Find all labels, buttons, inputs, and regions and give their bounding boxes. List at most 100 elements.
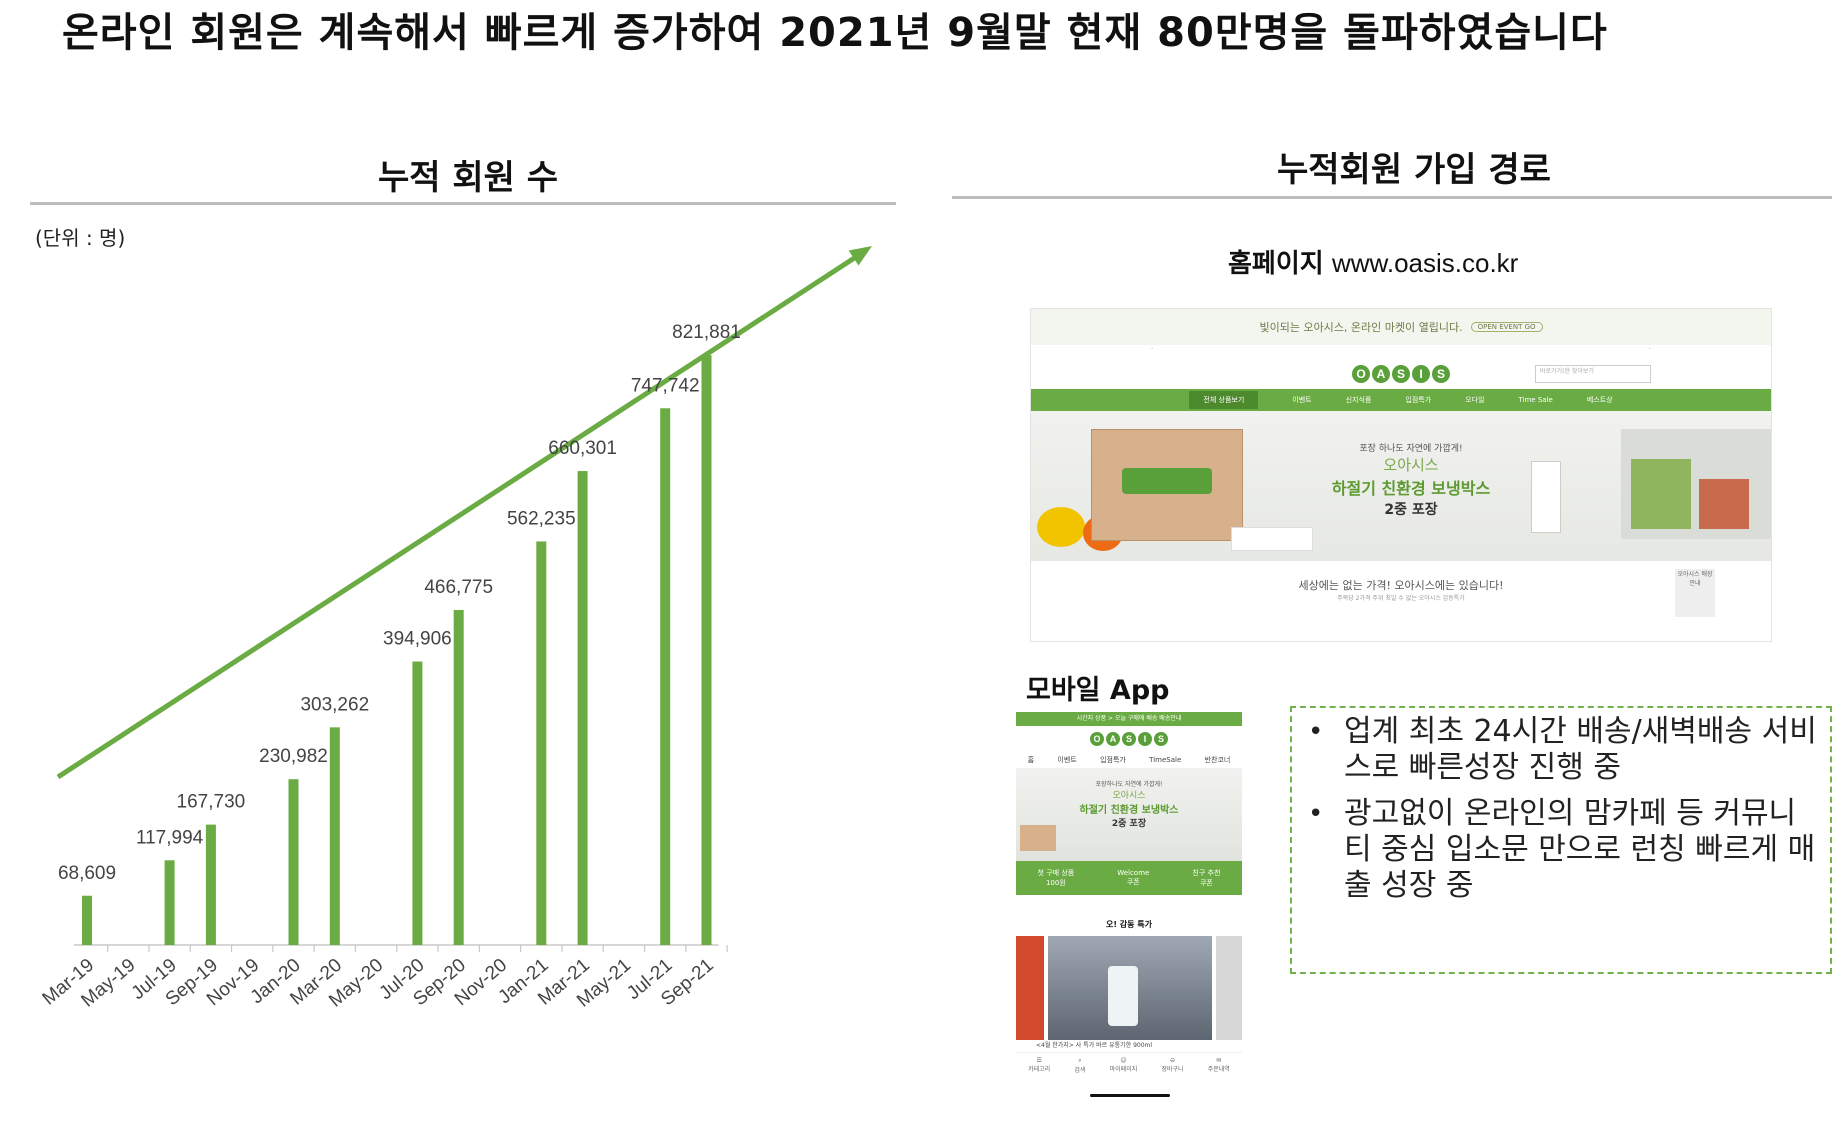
headline: 온라인 회원은 계속해서 빠르게 증가하여 2021년 9월말 현재 80만명을… bbox=[62, 10, 1608, 56]
website-util-bar: · · bbox=[1151, 345, 1651, 353]
bar bbox=[329, 727, 340, 945]
app-section-title: 오! 감동 특가 bbox=[1105, 920, 1153, 929]
user-icon[interactable]: ☺ 마이페이지 bbox=[1109, 1057, 1138, 1073]
website-nav-item[interactable]: 입점특가 bbox=[1405, 396, 1432, 404]
banner-text: 포장 하나도 자연에 가깝게! 오아시스 하절기 친환경 보냉박스 2중 포장 bbox=[1306, 441, 1516, 519]
website-nav-item[interactable]: 베스트상 bbox=[1586, 396, 1613, 404]
data-label: 303,262 bbox=[300, 694, 369, 715]
search-icon[interactable]: ⌕ 검색 bbox=[1074, 1057, 1086, 1074]
app-promo-strip: 첫 구매 상품 100원 Welcome 쿠폰 친구 추천 쿠폰 bbox=[1016, 861, 1242, 895]
highlights-box: 업계 최초 24시간 배송/새벽배송 서비스로 빠른성장 진행 중 광고없이 온… bbox=[1290, 706, 1832, 974]
bar bbox=[205, 824, 216, 945]
bar bbox=[82, 895, 92, 945]
data-label: 230,982 bbox=[259, 746, 328, 767]
data-label: 68,609 bbox=[58, 863, 116, 884]
data-label: 660,301 bbox=[548, 438, 617, 459]
bar bbox=[453, 609, 464, 945]
app-tab[interactable]: 홈 bbox=[1027, 756, 1035, 764]
category-icon[interactable]: ☰ 카테고리 bbox=[1028, 1057, 1051, 1073]
unit-note: (단위 : 명) bbox=[35, 226, 126, 250]
app-tab[interactable]: 반찬코너 bbox=[1204, 756, 1231, 764]
chart-section-title: 누적 회원 수 bbox=[378, 158, 559, 198]
member-chart: Mar-19May-19Jul-19Sep-19Nov-19Jan-20Mar-… bbox=[39, 246, 872, 1012]
app-deal-caption: <4월 한가지> 사 특가 바르 유통기한 900ml bbox=[1036, 1042, 1153, 1049]
pepper-image bbox=[1037, 507, 1085, 547]
banner-brand: 오아시스 bbox=[1383, 456, 1439, 474]
bar bbox=[701, 355, 712, 945]
homepage-label-text: 홈페이지 bbox=[1228, 249, 1324, 279]
data-label: 747,742 bbox=[631, 375, 700, 396]
website-search-input[interactable]: 바로가기(현 찾아보기 bbox=[1535, 365, 1651, 383]
app-tab[interactable]: 입점특가 bbox=[1100, 756, 1126, 764]
data-label: 466,775 bbox=[424, 577, 493, 598]
milk-image bbox=[1531, 461, 1561, 533]
banner-packaging: 2중 포장 bbox=[1384, 502, 1438, 518]
bar bbox=[412, 661, 423, 945]
milk-pour-image[interactable] bbox=[1048, 936, 1212, 1040]
homepage-label: 홈페이지 www.oasis.co.kr bbox=[1228, 243, 1518, 280]
website-promo-button[interactable]: OPEN EVENT GO bbox=[1470, 322, 1543, 332]
banner-small-text: 포장 하나도 자연에 가깝게! bbox=[1359, 444, 1463, 454]
eggs-image bbox=[1231, 527, 1313, 551]
home-indicator bbox=[1090, 1094, 1170, 1097]
bar bbox=[660, 408, 671, 945]
right-divider bbox=[952, 196, 1832, 199]
app-promo-item[interactable]: 친구 추천 쿠폰 bbox=[1192, 869, 1221, 887]
app-promo-item[interactable]: 첫 구매 상품 100원 bbox=[1037, 869, 1075, 887]
fruit-image[interactable] bbox=[1016, 936, 1044, 1040]
trend-arrow-head bbox=[848, 246, 872, 266]
data-label: 821,881 bbox=[672, 322, 741, 343]
app-banner-headline: 하절기 친환경 보냉박스 bbox=[1079, 805, 1179, 816]
website-nav-item[interactable]: 이벤트 bbox=[1292, 396, 1312, 404]
website-bottom-text: 세상에는 없는 가격! 오아시스에는 있습니다! bbox=[1298, 579, 1504, 592]
app-banner-packaging: 2중 포장 bbox=[1111, 819, 1147, 829]
delivery-box-image bbox=[1091, 429, 1243, 541]
app-tab[interactable]: 이벤트 bbox=[1057, 756, 1077, 764]
website-nav-item[interactable]: 전체 상품보기 bbox=[1189, 391, 1259, 409]
app-banner-brand: 오아시스 bbox=[1112, 791, 1146, 801]
highlight-item: 광고없이 온라인의 맘카페 등 커뮤니티 중심 입소문 만으로 런칭 빠르게 매… bbox=[1308, 796, 1820, 904]
fridge-image bbox=[1621, 429, 1771, 539]
signup-route-title: 누적회원 가입 경로 bbox=[1277, 150, 1551, 190]
trend-arrow-line bbox=[56, 250, 864, 780]
app-banner-small: 포장하나도 자연에 가깝게! bbox=[1095, 781, 1163, 788]
website-nav-item[interactable]: Time Sale bbox=[1518, 396, 1553, 404]
app-tabs: 홈 이벤트 입점특가 TimeSale 반찬코너 bbox=[1016, 752, 1242, 769]
mail-icon[interactable]: ✉ 주문내역 bbox=[1207, 1057, 1230, 1073]
website-promo-text: 빛이되는 오아시스, 온라인 마켓이 열립니다. bbox=[1259, 321, 1463, 334]
app-tab[interactable]: TimeSale bbox=[1149, 756, 1182, 764]
bar bbox=[577, 471, 588, 945]
product-image[interactable] bbox=[1216, 936, 1242, 1040]
website-bottom: 세상에는 없는 가격! 오아시스에는 있습니다! 주목당 2가격 주위 최일 수… bbox=[1031, 561, 1771, 619]
website-nav: 전체 상품보기 이벤트 신지식품 입점특가 오다일 Time Sale 베스트상 bbox=[1031, 389, 1771, 411]
website-bottom-sub: 주목당 2가격 주위 최일 수 없는 오아시스 감동특가 bbox=[1337, 595, 1465, 602]
website-promo-bar: 빛이되는 오아시스, 온라인 마켓이 열립니다. OPEN EVENT GO bbox=[1031, 309, 1771, 345]
website-screenshot: 빛이되는 오아시스, 온라인 마켓이 열립니다. OPEN EVENT GO ·… bbox=[1030, 308, 1772, 642]
app-deal-images bbox=[1016, 936, 1242, 1040]
data-label: 117,994 bbox=[136, 827, 204, 848]
data-label: 394,906 bbox=[383, 629, 452, 650]
bar bbox=[536, 541, 547, 945]
app-banner[interactable]: 포장하나도 자연에 가깝게! 오아시스 하절기 친환경 보냉박스 2중 포장 bbox=[1016, 769, 1242, 861]
app-top-bar: 시간지 상품 > 오늘 구매에 배송 배송안내 bbox=[1016, 712, 1242, 726]
homepage-url[interactable]: www.oasis.co.kr bbox=[1331, 248, 1519, 278]
cart-icon[interactable]: ⊖ 장바구니 bbox=[1161, 1057, 1184, 1073]
store-info-badge[interactable]: 오아시스 매장안내 bbox=[1675, 569, 1715, 617]
data-label: 562,235 bbox=[507, 508, 576, 529]
app-bottom-nav: ☰ 카테고리 ⌕ 검색 ☺ 마이페이지 ⊖ 장바구니 ✉ 주문내역 bbox=[1016, 1052, 1242, 1091]
banner-headline: 하절기 친환경 보냉박스 bbox=[1331, 479, 1491, 498]
website-nav-item[interactable]: 신지식품 bbox=[1345, 396, 1372, 404]
delivery-box-image bbox=[1020, 825, 1056, 851]
bar bbox=[288, 779, 299, 945]
left-divider bbox=[30, 202, 896, 205]
app-promo-item[interactable]: Welcome 쿠폰 bbox=[1117, 869, 1150, 886]
website-nav-item[interactable]: 오다일 bbox=[1465, 396, 1485, 404]
website-banner[interactable]: 포장 하나도 자연에 가깝게! 오아시스 하절기 친환경 보냉박스 2중 포장 bbox=[1031, 411, 1771, 561]
highlight-item: 업계 최초 24시간 배송/새벽배송 서비스로 빠른성장 진행 중 bbox=[1308, 714, 1820, 786]
data-label: 167,730 bbox=[177, 792, 246, 813]
